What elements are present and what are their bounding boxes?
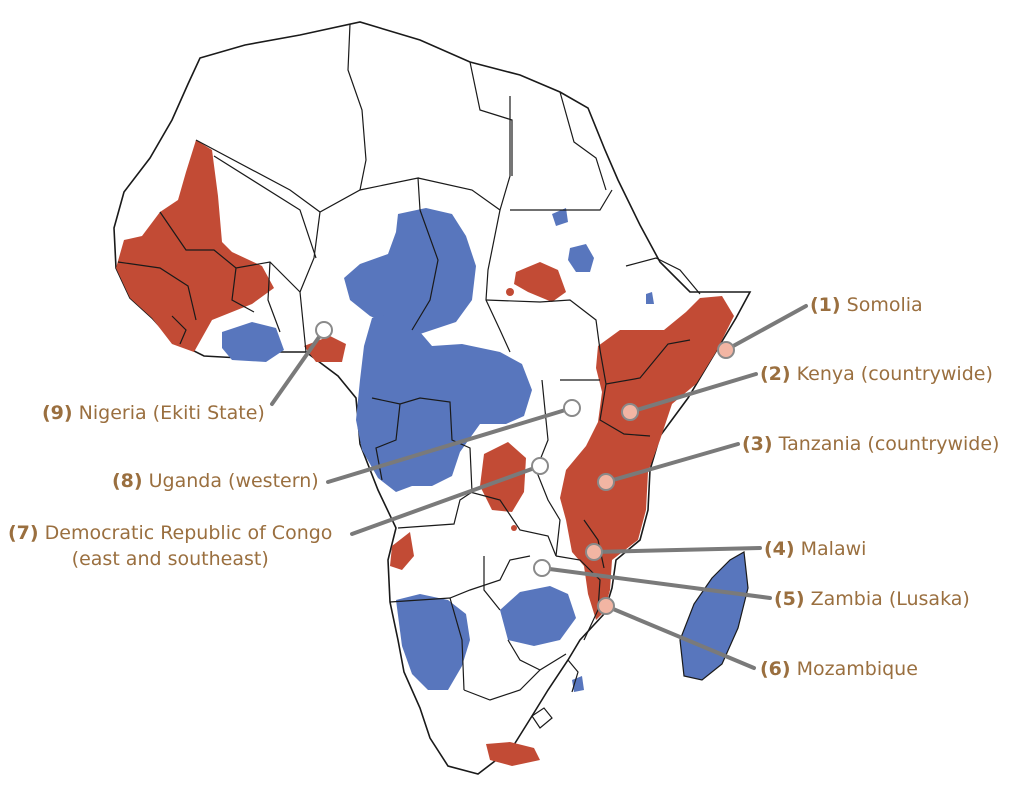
label-number: (5) <box>774 588 805 610</box>
label-name: Mozambique <box>796 658 918 680</box>
label-kenya: (2) Kenya (countrywide) <box>760 361 993 387</box>
label-name: Uganda (western) <box>148 470 319 492</box>
label-number: (3) <box>742 433 773 455</box>
location-markers <box>315 321 735 615</box>
label-number: (2) <box>760 363 791 385</box>
label-subname: (east and southeast) <box>71 548 269 570</box>
label-name: Tanzania (countrywide) <box>778 433 1000 455</box>
madagascar-island <box>679 551 749 681</box>
label-number: (6) <box>760 658 791 680</box>
label-number: (7) <box>8 522 39 544</box>
marker-drc <box>531 457 549 475</box>
label-nigeria: (9) Nigeria (Ekiti State) <box>42 400 265 426</box>
marker-kenya <box>621 403 639 421</box>
red-risk-zones <box>116 140 734 766</box>
blue-risk-zones <box>222 208 654 692</box>
marker-nigeria <box>315 321 333 339</box>
label-tanzania: (3) Tanzania (countrywide) <box>742 431 999 457</box>
label-name: Somolia <box>846 294 923 316</box>
label-zambia: (5) Zambia (Lusaka) <box>774 586 970 612</box>
label-malawi: (4) Malawi <box>764 536 866 562</box>
label-number: (4) <box>764 538 795 560</box>
marker-mozambique <box>597 597 615 615</box>
label-number: (1) <box>810 294 841 316</box>
label-name: Malawi <box>800 538 867 560</box>
leader-lines <box>270 304 808 670</box>
label-number: (9) <box>42 402 73 424</box>
label-name: Nigeria (Ekiti State) <box>78 402 265 424</box>
label-somalia: (1) Somolia <box>810 292 923 318</box>
label-name: Democratic Republic of Congo <box>44 522 333 544</box>
label-drc: (7) Democratic Republic of Congo (east a… <box>8 520 332 572</box>
label-mozambique: (6) Mozambique <box>760 656 918 682</box>
label-name: Zambia (Lusaka) <box>810 588 970 610</box>
label-name: Kenya (countrywide) <box>796 363 993 385</box>
marker-somalia <box>717 341 735 359</box>
marker-malawi <box>585 543 603 561</box>
label-uganda: (8) Uganda (western) <box>112 468 319 494</box>
marker-tanzania <box>597 473 615 491</box>
marker-zambia <box>533 559 551 577</box>
label-number: (8) <box>112 470 143 492</box>
marker-uganda <box>563 399 581 417</box>
country-borders <box>117 23 701 729</box>
